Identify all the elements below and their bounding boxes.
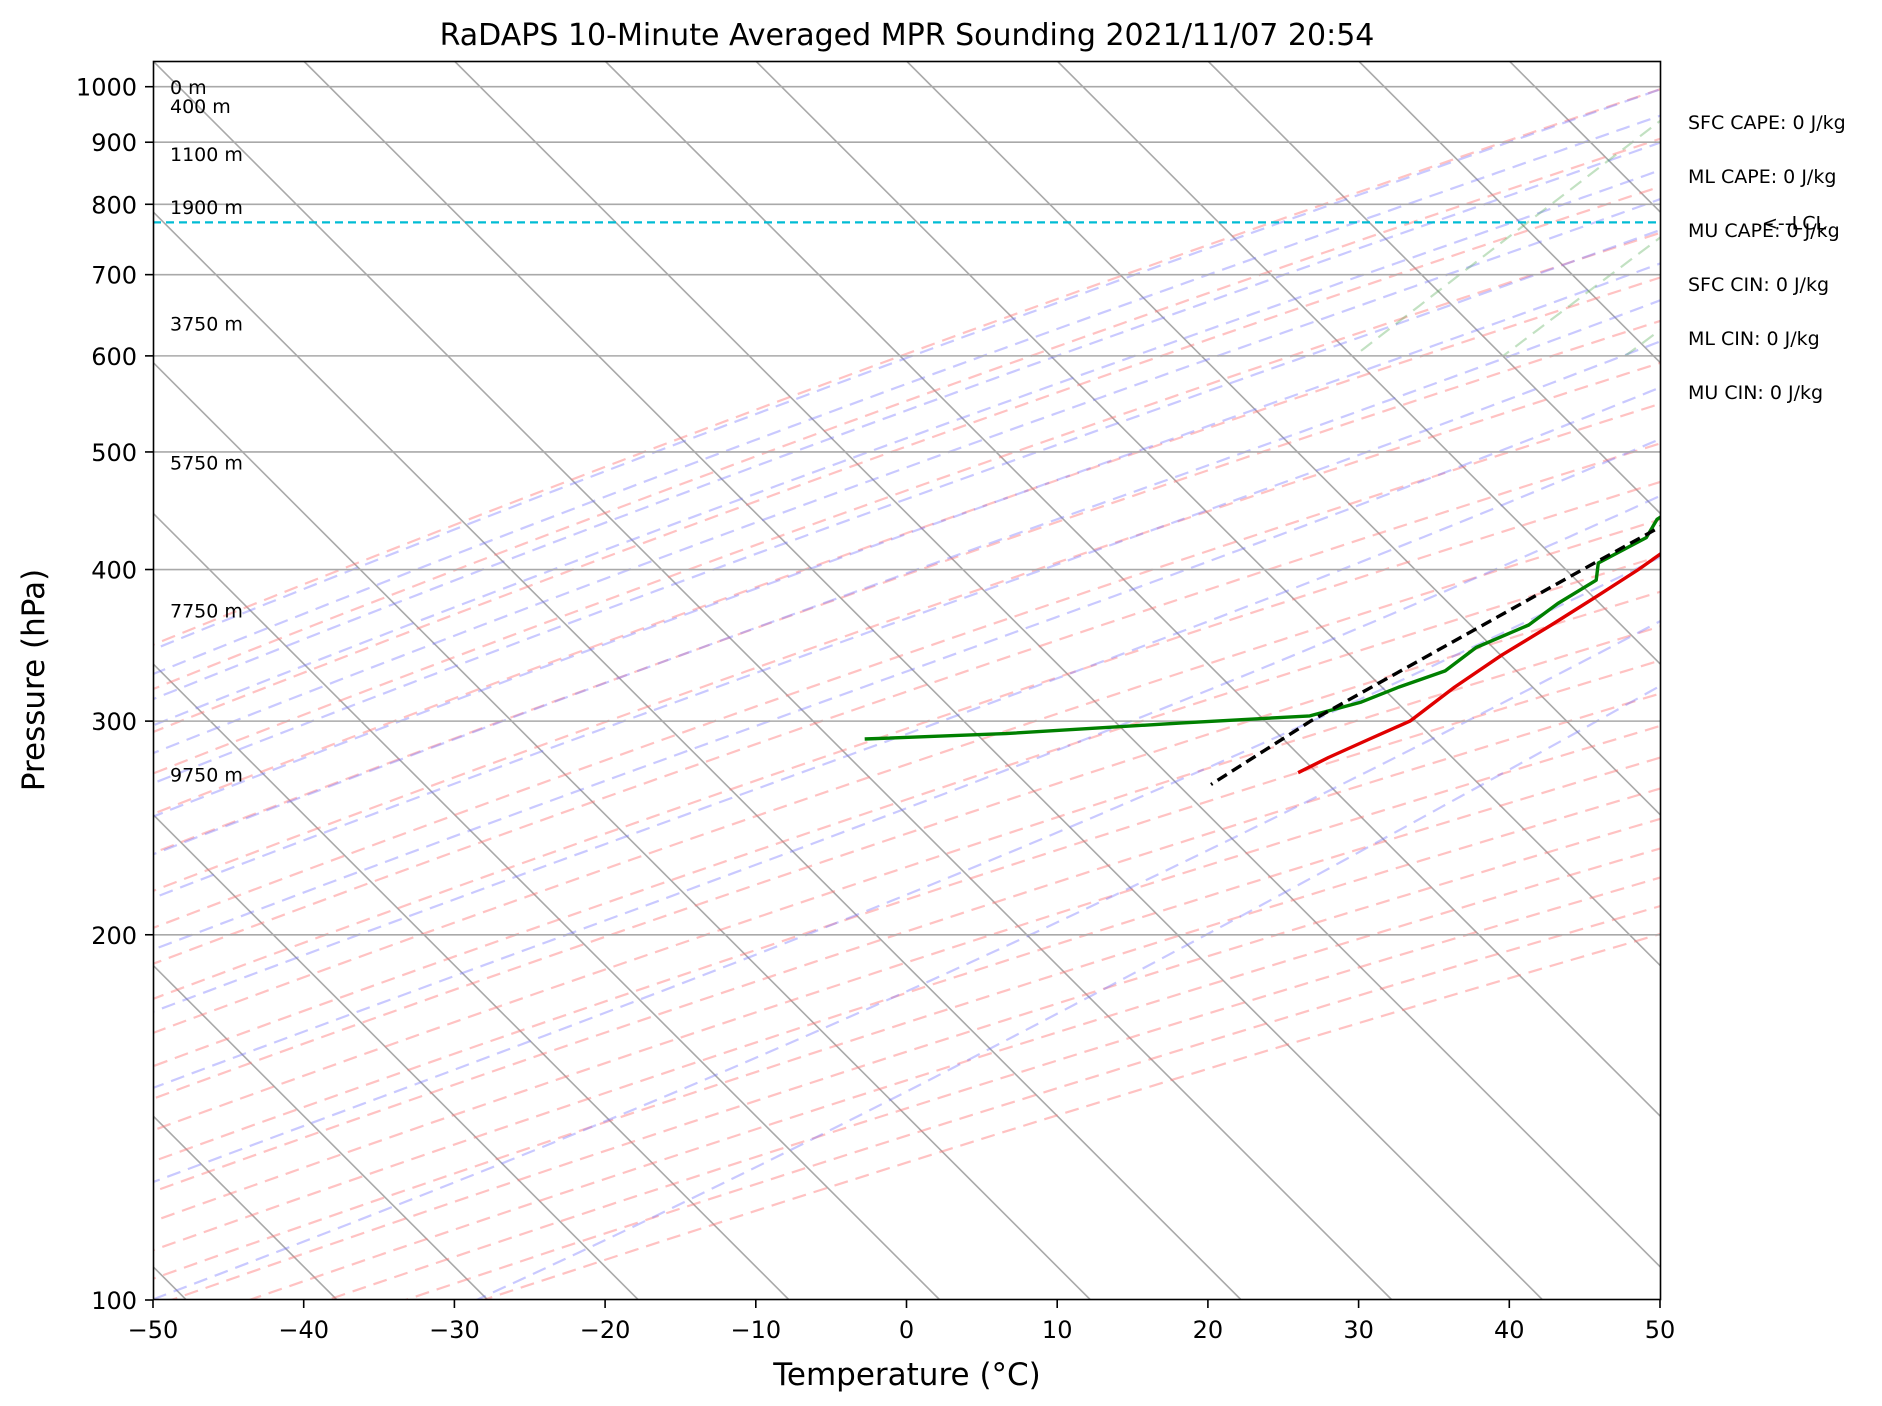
height-label-layer: 9750 m 7750 m 5750 m 3750 m 1900 m 1100 m 400 … <box>170 77 243 787</box>
x-tick-label: −40 <box>278 1316 329 1344</box>
y-tick-label: 600 <box>91 343 137 371</box>
dry-adiabat <box>153 137 1661 691</box>
moist-adiabat <box>153 298 1661 856</box>
dry-adiabat <box>153 554 1661 1068</box>
stability-index-text: MU CAPE: 0 J/kg <box>1688 220 1840 242</box>
moist-adiabat <box>476 684 1661 1300</box>
y-tick-label: 500 <box>91 439 137 467</box>
plot-frame <box>152 60 1662 1301</box>
isotherm-line <box>604 61 1661 1119</box>
y-tick-label: 200 <box>91 922 137 950</box>
moist-adiabat <box>153 619 1661 1300</box>
y-tick-label: 1000 <box>76 74 137 102</box>
isotherm-line <box>1056 61 1661 666</box>
isotherm-line <box>1659 61 1661 64</box>
lcl-label: <--LCL <box>1762 212 1826 234</box>
moist-adiabat <box>153 168 1661 727</box>
y-axis-label: Pressure (hPa) <box>16 569 52 791</box>
dry-adiabat <box>153 659 1661 1163</box>
dry-adiabat <box>153 480 1661 1001</box>
isobar-layer <box>153 85 1660 1300</box>
height-label: 7750 m <box>170 601 243 623</box>
chart-title: RaDAPS 10-Minute Averaged MPR Sounding 2… <box>440 18 1375 53</box>
mixing-ratio-line <box>1353 118 1661 357</box>
mixing-ratio-line <box>1869 61 1882 356</box>
x-tick-label: 50 <box>1645 1316 1676 1344</box>
y-axis: 100 200 300 400 500 600 700 800 900 1000 <box>76 74 153 1315</box>
y-tick-label: 100 <box>91 1287 137 1315</box>
stability-index-text: SFC CIN: 0 J/kg <box>1688 274 1829 296</box>
series-layer <box>864 514 1661 786</box>
moist-adiabat <box>153 437 1661 1013</box>
isotherm-line <box>153 964 489 1300</box>
dry-adiabat <box>153 361 1661 893</box>
dry-adiabat <box>153 87 1661 646</box>
height-label: 5750 m <box>170 453 243 475</box>
stability-index-text: ML CIN: 0 J/kg <box>1688 328 1820 350</box>
isotherm-line <box>153 210 1242 1300</box>
height-label: 3750 m <box>170 314 243 336</box>
y-tick-label: 700 <box>91 262 137 290</box>
mixing-ratio-line <box>1624 328 1661 357</box>
isotherm-line <box>153 361 1092 1300</box>
moist-adiabat <box>153 141 1661 701</box>
moist-adiabat <box>153 339 1661 900</box>
stability-indices: SFC CAPE: 0 J/kg ML CAPE: 0 J/kg MU CAPE: … <box>1688 112 1846 404</box>
stability-index-text: SFC CAPE: 0 J/kg <box>1688 112 1846 134</box>
isotherm-line <box>153 511 941 1300</box>
dry-adiabat <box>153 724 1661 1223</box>
moist-adiabat <box>153 261 1661 818</box>
isotherm-line <box>303 61 1544 1300</box>
x-tick-label: 0 <box>899 1316 914 1344</box>
isotherm-line <box>153 662 790 1300</box>
dry-adiabat <box>153 692 1661 1193</box>
x-tick-label: −20 <box>580 1316 631 1344</box>
height-label: 9750 m <box>170 765 243 787</box>
height-label: 400 m <box>170 96 231 118</box>
dry-adiabat <box>483 932 1661 1300</box>
isotherm-line <box>1207 61 1661 516</box>
isotherm-line <box>905 61 1661 817</box>
x-tick-label: −10 <box>730 1316 781 1344</box>
isotherm-line <box>153 61 1393 1300</box>
isotherm-line <box>755 61 1661 968</box>
moist-adiabat <box>153 114 1661 676</box>
dry-adiabat <box>153 756 1661 1252</box>
x-tick-label: 10 <box>1042 1316 1073 1344</box>
dry-adiabat <box>153 319 1661 855</box>
x-tick-label: 30 <box>1343 1316 1374 1344</box>
isotherm-line <box>1508 61 1661 214</box>
sounding-series-line <box>1297 551 1661 775</box>
stability-index-text: MU CIN: 0 J/kg <box>1688 382 1823 404</box>
mixing-ratio-line <box>1756 61 1882 356</box>
x-axis-label: Temperature (°C) <box>772 1357 1041 1393</box>
dry-adiabat <box>153 590 1661 1100</box>
x-tick-label: 40 <box>1494 1316 1525 1344</box>
height-label: 0 m <box>170 77 207 99</box>
isotherm-line <box>453 61 1661 1269</box>
y-tick-label: 900 <box>91 129 137 157</box>
height-label: 1100 m <box>170 144 243 166</box>
height-label: 1900 m <box>170 197 243 219</box>
grid-layer <box>153 61 1882 1300</box>
y-tick-label: 800 <box>91 191 137 219</box>
x-tick-label: 20 <box>1193 1316 1224 1344</box>
y-tick-label: 400 <box>91 557 137 585</box>
isotherm-line <box>153 813 640 1300</box>
x-tick-label: −30 <box>429 1316 480 1344</box>
dry-adiabat <box>248 847 1661 1300</box>
dry-adiabat <box>153 276 1661 816</box>
stability-index-text: ML CAPE: 0 J/kg <box>1688 166 1836 188</box>
isotherm-line <box>1358 61 1661 365</box>
y-tick-label: 300 <box>91 708 137 736</box>
moist-adiabat <box>153 555 1661 1184</box>
sounding-series-line <box>864 514 1661 741</box>
dry-adiabat <box>153 518 1661 1035</box>
dry-adiabat <box>170 817 1661 1300</box>
moist-adiabat <box>153 385 1661 951</box>
x-tick-label: −50 <box>128 1316 179 1344</box>
mixing-ratio-line <box>1502 235 1661 357</box>
x-axis: −50 −40 −30 −20 −10 0 10 20 30 40 50 <box>128 1300 1676 1344</box>
